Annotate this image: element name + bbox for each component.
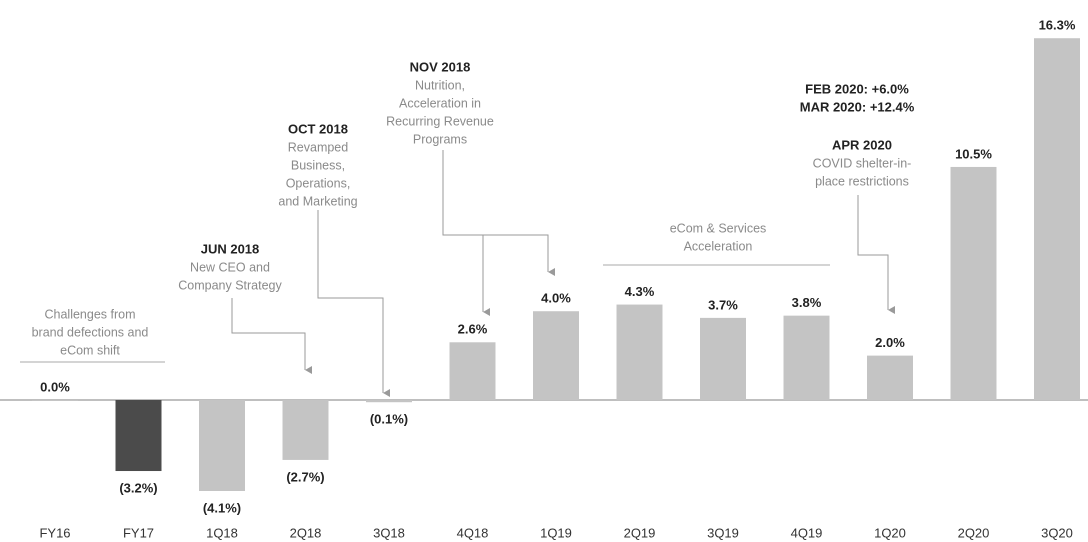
annotation-heading: FEB 2020: +6.0% (805, 81, 909, 96)
value-label: (3.2%) (119, 480, 157, 495)
annotation-text: Revamped (288, 140, 348, 154)
value-label: 4.3% (625, 284, 655, 299)
annotation-heading: MAR 2020: +12.4% (800, 99, 915, 114)
annotation-text: eCom shift (60, 343, 120, 357)
value-label: (2.7%) (286, 469, 324, 484)
value-label: 16.3% (1039, 18, 1076, 33)
annotation-text: and Marketing (278, 194, 357, 208)
x-tick-label: 3Q20 (1041, 525, 1073, 540)
annotation-text: Business, (291, 158, 345, 172)
x-tick-label: 1Q18 (206, 525, 238, 540)
annotation-heading: JUN 2018 (201, 241, 260, 256)
bar (783, 315, 830, 400)
bar (449, 342, 496, 400)
bar (115, 400, 162, 472)
value-label: 2.0% (875, 335, 905, 350)
annotation-text: Acceleration in (399, 96, 481, 110)
value-label: 0.0% (40, 379, 70, 394)
x-tick-label: 2Q18 (290, 525, 322, 540)
connector (857, 195, 895, 314)
value-label: (0.1%) (370, 412, 408, 427)
annotation-text: Acceleration (684, 239, 753, 253)
connector (231, 298, 312, 374)
annotation-heading: OCT 2018 (288, 121, 348, 136)
annotation-text: Programs (413, 132, 467, 146)
bar (282, 400, 329, 460)
x-tick-label: 4Q19 (791, 525, 823, 540)
x-tick-label: FY17 (123, 525, 154, 540)
connector (442, 150, 555, 276)
x-tick-label: 4Q18 (457, 525, 489, 540)
bar (867, 355, 913, 400)
annotation-text: Recurring Revenue (386, 114, 494, 128)
value-label: 3.8% (792, 295, 822, 310)
annotation-text: Nutrition, (415, 78, 465, 92)
value-label: 3.7% (708, 297, 738, 312)
bar (366, 400, 412, 403)
value-label: (4.1%) (203, 500, 241, 515)
x-tick-label: 1Q19 (540, 525, 572, 540)
value-label: 10.5% (955, 146, 992, 161)
x-tick-label: 2Q19 (624, 525, 656, 540)
annotation-text: COVID shelter-in- (813, 156, 912, 170)
bar (616, 304, 663, 400)
bar (199, 400, 245, 491)
bar (700, 317, 746, 400)
connector (317, 210, 390, 397)
annotation-text: eCom & Services (670, 221, 767, 235)
annotation-text: Operations, (286, 176, 351, 190)
annotation-text: brand defections and (32, 325, 149, 339)
bar (1034, 38, 1080, 400)
annotation-text: New CEO and (190, 260, 270, 274)
x-tick-label: 1Q20 (874, 525, 906, 540)
x-tick-label: 3Q18 (373, 525, 405, 540)
annotation-heading: APR 2020 (832, 137, 892, 152)
annotation-text: Company Strategy (178, 278, 282, 292)
bar (32, 400, 78, 401)
bar (950, 166, 997, 400)
value-label: 4.0% (541, 291, 571, 306)
value-label: 2.6% (458, 322, 488, 337)
annotation-text: Challenges from (44, 307, 135, 321)
bar (533, 311, 579, 400)
annotation-text: place restrictions (815, 174, 909, 188)
x-tick-label: 3Q19 (707, 525, 739, 540)
x-tick-label: FY16 (39, 525, 70, 540)
x-tick-label: 2Q20 (958, 525, 990, 540)
annotation-heading: NOV 2018 (410, 59, 471, 74)
